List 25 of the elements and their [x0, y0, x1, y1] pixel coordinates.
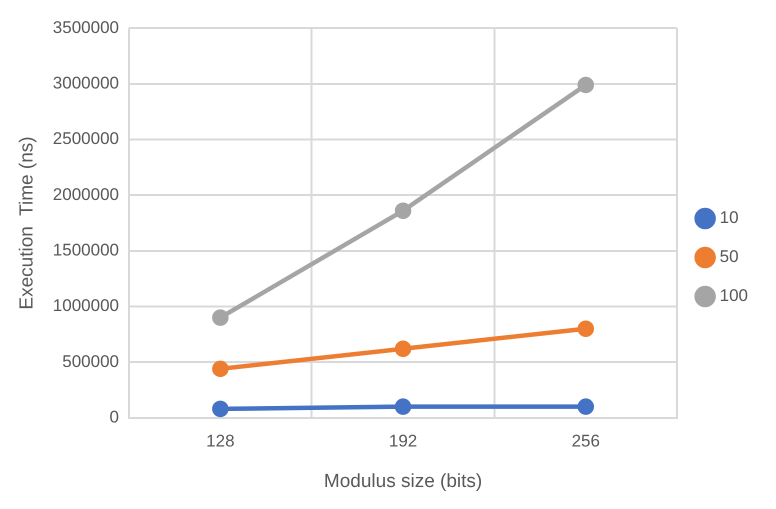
y-tick-label: 3500000	[52, 18, 119, 37]
point	[212, 360, 229, 378]
y-tick-label: 500000	[62, 352, 119, 371]
point	[578, 398, 594, 415]
y-tick-label: 2000000	[52, 184, 119, 204]
y-tick-label: 0	[110, 407, 119, 426]
legend-label: 10	[720, 208, 739, 228]
x-tick-label: 128	[206, 432, 235, 451]
point	[212, 400, 229, 418]
point	[394, 398, 412, 415]
y-axis-title: Execution Time (ns)	[16, 136, 38, 310]
point	[212, 309, 229, 326]
x-axis-title: Modulus size (bits)	[324, 470, 482, 492]
point	[578, 320, 594, 337]
point	[394, 202, 412, 220]
y-tick-label: 2500000	[52, 129, 119, 148]
y-tick-label: 1000000	[52, 296, 119, 316]
y-tick-label: 3000000	[52, 74, 119, 93]
legend-label: 50	[720, 247, 739, 266]
x-tick-label: 256	[572, 432, 600, 451]
y-tick-label: 1500000	[52, 240, 119, 260]
legend-label: 100	[720, 286, 748, 306]
x-tick-label: 192	[388, 432, 418, 451]
point	[394, 340, 412, 358]
point	[578, 76, 594, 94]
